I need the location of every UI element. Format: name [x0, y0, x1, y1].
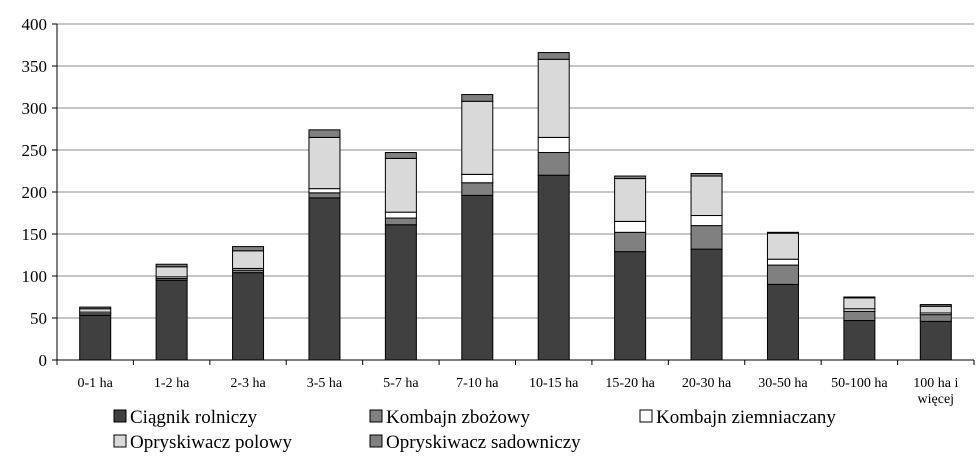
- y-tick-label-250: 250: [22, 141, 48, 160]
- y-tick-label-400: 400: [22, 15, 48, 34]
- bar-8-series-1: [614, 251, 647, 361]
- bar-2-series-1: [155, 279, 188, 361]
- legend-item-3: Kombajn ziemniaczany: [639, 407, 836, 428]
- x-tick-label-12: 100 ha i więcej: [913, 376, 958, 407]
- y-tick-label-0: 0: [39, 351, 48, 370]
- bar-4-series-1: [308, 197, 341, 361]
- bars: [79, 52, 952, 361]
- bar-5-series-5: [384, 152, 417, 159]
- x-tick-label-1: 0-1 ha: [78, 376, 114, 391]
- bar-6-series-5: [461, 94, 494, 102]
- legend: Ciągnik rolniczy Kombajn zbożowy Kombajn z…: [113, 407, 836, 453]
- bar-10-series-2: [766, 264, 799, 285]
- x-tick-label-3: 2-3 ha: [230, 376, 266, 391]
- bar-12-series-5: [919, 304, 952, 307]
- legend-label-3: Kombajn ziemniaczany: [656, 407, 836, 428]
- legend-label-4: Opryskiwacz polowy: [130, 432, 292, 453]
- bar-10-series-3: [766, 258, 799, 266]
- bar-7-series-1: [537, 174, 570, 361]
- bar-10-series-1: [766, 283, 799, 361]
- bar-4-series-5: [308, 129, 341, 138]
- x-tick-label-7: 10-15 ha: [529, 376, 579, 391]
- bar-10-series-5: [766, 231, 799, 234]
- bar-6-series-3: [461, 173, 494, 184]
- bar-2-series-5: [155, 263, 188, 268]
- bar-9-series-2: [690, 225, 723, 250]
- y-tick-label-50: 50: [30, 309, 47, 328]
- legend-swatch-5: [369, 434, 383, 448]
- legend-swatch-4: [113, 434, 127, 448]
- y-tick-label-150: 150: [22, 225, 48, 244]
- bar-7-series-5: [537, 52, 570, 60]
- legend-item-5: Opryskiwacz sadowniczy: [369, 432, 581, 453]
- bar-3-series-1: [232, 272, 265, 361]
- y-tick-label-300: 300: [22, 99, 48, 118]
- bar-4-series-2: [308, 192, 341, 199]
- bar-2-series-4: [155, 266, 188, 278]
- legend-label-2: Kombajn zbożowy: [386, 407, 531, 428]
- bar-9-series-4: [690, 175, 723, 217]
- bar-8-series-5: [614, 175, 647, 180]
- legend-label-5: Opryskiwacz sadowniczy: [386, 432, 581, 453]
- bar-7-series-3: [537, 136, 570, 154]
- y-axis-ticks: 0 50 100 150 200 250 300 350 400: [22, 15, 57, 370]
- x-tick-label-8: 15-20 ha: [605, 376, 655, 391]
- bar-9-series-5: [690, 173, 723, 177]
- legend-swatch-1: [113, 409, 127, 423]
- bar-4-series-3: [308, 188, 341, 194]
- legend-item-4: Opryskiwacz polowy: [113, 432, 292, 453]
- legend-swatch-2: [369, 409, 383, 423]
- bar-12-series-1: [919, 320, 952, 361]
- bar-1-series-5: [79, 306, 112, 310]
- bar-8-series-3: [614, 220, 647, 233]
- bar-10-series-4: [766, 232, 799, 260]
- bar-6-series-1: [461, 194, 494, 361]
- bar-6-series-2: [461, 182, 494, 196]
- x-axis-ticks: 0-1 ha 1-2 ha 2-3 ha 3-5 ha 5-7 ha 7-10 ha 10-…: [78, 376, 959, 407]
- axes: [56, 24, 975, 365]
- x-tick-label-2: 1-2 ha: [154, 376, 190, 391]
- grid-lines: [57, 23, 974, 319]
- x-tick-label-11: 50-100 ha: [831, 376, 888, 391]
- y-tick-label-350: 350: [22, 57, 48, 76]
- legend-item-1: Ciągnik rolniczy: [113, 407, 258, 428]
- bar-12-series-4: [919, 305, 952, 314]
- y-tick-label-100: 100: [22, 267, 48, 286]
- bar-9-series-3: [690, 215, 723, 227]
- bar-5-series-3: [384, 211, 417, 219]
- legend-swatch-3: [639, 409, 653, 423]
- bar-3-series-4: [232, 250, 265, 269]
- bar-5-series-2: [384, 217, 417, 226]
- bar-6-series-4: [461, 100, 494, 175]
- x-tick-label-10: 30-50 ha: [758, 376, 808, 391]
- bar-8-series-2: [614, 231, 647, 253]
- bar-11-series-2: [843, 310, 876, 322]
- bar-3-series-5: [232, 246, 265, 252]
- bar-11-series-1: [843, 320, 876, 361]
- x-tick-label-6: 7-10 ha: [456, 376, 499, 391]
- bar-9-series-1: [690, 248, 723, 361]
- bar-1-series-1: [79, 314, 112, 361]
- bar-7-series-4: [537, 58, 570, 138]
- bar-11-series-4: [843, 297, 876, 310]
- x-tick-label-4: 3-5 ha: [307, 376, 343, 391]
- bar-11-series-5: [843, 296, 876, 299]
- legend-label-1: Ciągnik rolniczy: [130, 407, 258, 428]
- y-tick-label-200: 200: [22, 183, 48, 202]
- bar-1-series-4: [79, 308, 112, 313]
- legend-item-2: Kombajn zbożowy: [369, 407, 531, 428]
- bar-4-series-4: [308, 136, 341, 190]
- bar-5-series-1: [384, 224, 417, 361]
- bar-5-series-4: [384, 157, 417, 213]
- bar-8-series-4: [614, 178, 647, 222]
- x-tick-label-9: 20-30 ha: [682, 376, 732, 391]
- x-tick-label-5: 5-7 ha: [383, 376, 419, 391]
- bar-7-series-2: [537, 152, 570, 176]
- bar-12-series-2: [919, 314, 952, 322]
